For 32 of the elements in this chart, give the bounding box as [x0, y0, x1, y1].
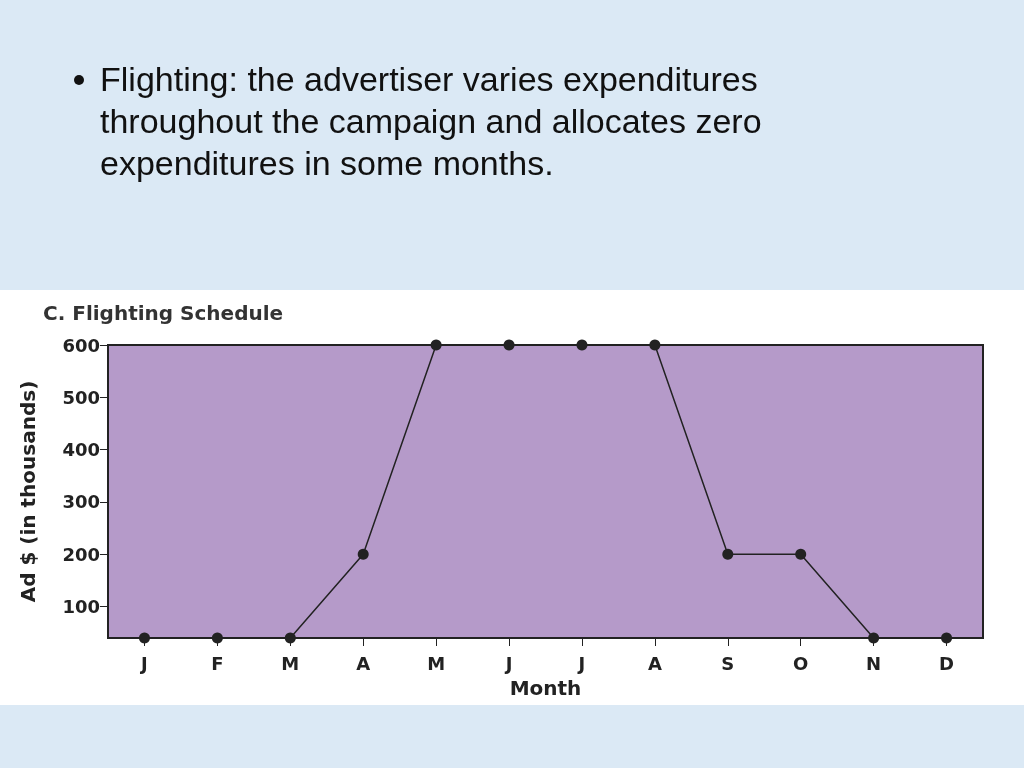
point [357, 548, 369, 560]
x-tick-label: N [866, 652, 882, 674]
x-tick-label: M [427, 652, 446, 674]
point [211, 632, 223, 644]
point [503, 339, 515, 351]
y-tick-label: 200 [62, 543, 100, 565]
point [430, 339, 442, 351]
x-tick-label: M [281, 652, 300, 674]
x-tick-label: J [503, 652, 513, 674]
point [284, 632, 296, 644]
point [868, 632, 880, 644]
y-tick-label: 500 [62, 386, 100, 408]
chart-title: C. Flighting Schedule [43, 301, 284, 325]
x-tick-label: O [793, 652, 809, 674]
point [722, 548, 734, 560]
y-tick-label: 400 [62, 439, 100, 461]
point [795, 548, 807, 560]
x-tick-label: A [356, 652, 371, 674]
y-tick-label: 100 [62, 596, 100, 618]
y-axis-title: Ad $ (in thousands) [16, 380, 40, 603]
x-tick-label: F [211, 652, 224, 674]
y-tick-label: 600 [62, 334, 100, 356]
x-tick-label: D [939, 652, 955, 674]
point [576, 339, 588, 351]
y-tick-label: 300 [62, 491, 100, 513]
x-axis-title: Month [509, 676, 582, 700]
x-tick-label: A [647, 652, 662, 674]
x-tick-label: J [576, 652, 586, 674]
point [649, 339, 661, 351]
x-tick-label: S [721, 652, 735, 674]
x-tick-label: J [139, 652, 148, 674]
text: Flighting: the advertiser varies expenditures throughout the campaign and allocates zero expenditures in some months. [100, 60, 762, 182]
